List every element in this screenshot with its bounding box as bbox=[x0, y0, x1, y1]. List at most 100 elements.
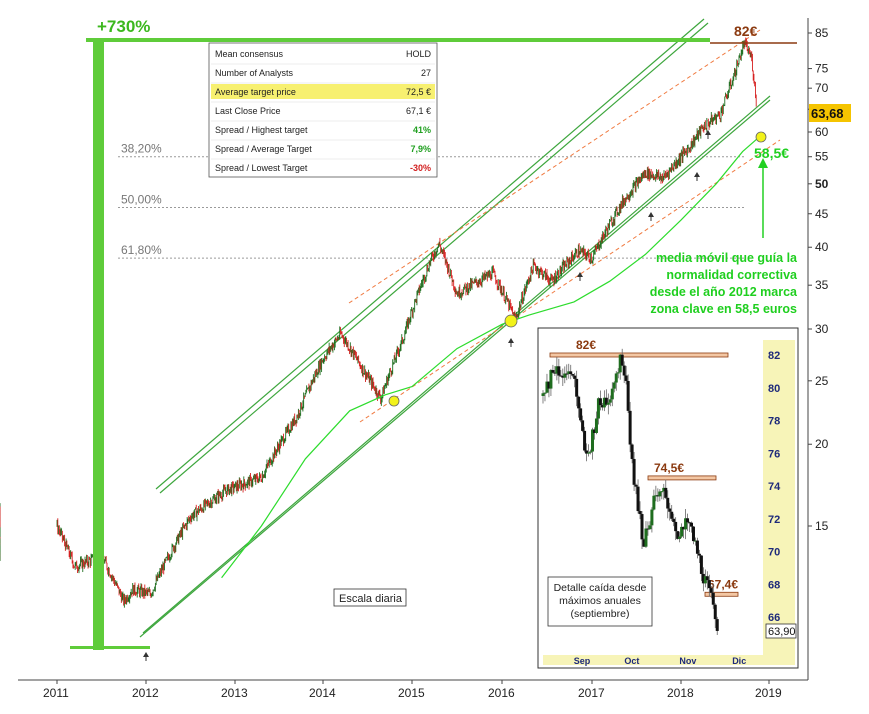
fib-level-label: 61,80% bbox=[121, 243, 162, 257]
inset-candle-body bbox=[668, 508, 672, 512]
price-tick-label: 55 bbox=[815, 150, 829, 164]
inset-level-line bbox=[647, 475, 717, 481]
inset-month-tick: Sep bbox=[574, 656, 591, 666]
inset-candle-body bbox=[644, 528, 648, 547]
inset-candle-body bbox=[690, 522, 693, 527]
table-row-label: Spread / Lowest Target bbox=[215, 163, 308, 173]
channel-line bbox=[155, 18, 705, 490]
inset-month-tick: Nov bbox=[679, 656, 696, 666]
inset-candle-body bbox=[711, 592, 715, 605]
annotation-line: desde el año 2012 marca bbox=[650, 285, 798, 299]
price-candles bbox=[0, 37, 757, 608]
table-row-value: -30% bbox=[410, 163, 431, 173]
inset-candle-body bbox=[640, 514, 644, 540]
inset-level-label: 67,4€ bbox=[708, 577, 738, 591]
inset-candle-body bbox=[561, 375, 565, 378]
inset-candle-body bbox=[583, 430, 587, 451]
pivot-arrow-icon bbox=[648, 212, 654, 217]
inset-candle-body bbox=[630, 444, 634, 459]
inset-note-line: (septiembre) bbox=[571, 608, 630, 620]
price-tick-label: 60 bbox=[815, 125, 829, 139]
inset-candle-body bbox=[709, 588, 713, 593]
inset-candle-body bbox=[701, 573, 705, 584]
inset-candle-body bbox=[638, 511, 642, 515]
last-price-label: 63,68 bbox=[811, 106, 844, 121]
inset-candle-body bbox=[589, 451, 593, 453]
pivot-arrow-icon bbox=[577, 272, 583, 277]
table-row-value: 41% bbox=[413, 125, 431, 135]
time-axis: 2011 2012 2013 2014 2015 2016 2017 2018 2019 bbox=[43, 680, 782, 700]
inset-candle-body bbox=[622, 365, 626, 376]
inset-candle-body bbox=[604, 397, 608, 405]
price-axis: 8575706560555045403530252015 bbox=[808, 26, 829, 533]
gain-line-top bbox=[86, 38, 710, 42]
scale-label: Escala diaria bbox=[339, 593, 403, 605]
inset-candle-body bbox=[642, 539, 646, 547]
table-row-value: HOLD bbox=[406, 49, 432, 59]
inset-candle-body bbox=[585, 450, 589, 454]
inset-price-tick: 70 bbox=[768, 547, 780, 559]
inset-candle-body bbox=[618, 354, 622, 373]
inset-candle-body bbox=[598, 398, 602, 406]
inset-candle-body bbox=[703, 576, 707, 584]
price-tick-label: 70 bbox=[815, 81, 829, 95]
inset-candle-body bbox=[612, 382, 616, 389]
inset-chart: 82 80 78 76 74 72 70 68 66 Sep Oct Nov Dic 82€ 74,5€ 67… bbox=[537, 327, 799, 669]
inset-candle-body bbox=[699, 555, 703, 574]
inset-candle-body bbox=[606, 402, 610, 405]
inset-candle-body bbox=[670, 511, 674, 519]
inset-candle-body bbox=[674, 521, 678, 532]
inset-candle-body bbox=[587, 452, 591, 454]
inset-note-line: máximos anuales bbox=[559, 595, 641, 607]
inset-candle-body bbox=[652, 495, 656, 510]
annotation-line: media móvil que guía la bbox=[656, 251, 798, 265]
table-row-label: Number of Analysts bbox=[215, 68, 294, 78]
inset-candle-body bbox=[567, 371, 571, 374]
inset-level-line bbox=[704, 591, 739, 597]
inset-candle-body bbox=[672, 518, 676, 522]
inset-price-tick: 76 bbox=[768, 448, 780, 460]
inset-candle-body bbox=[555, 366, 559, 374]
pivot-arrow-icon bbox=[143, 652, 149, 657]
price-tick-label: 25 bbox=[815, 374, 829, 388]
inset-candle-body bbox=[628, 410, 632, 445]
channel-mid-line bbox=[348, 29, 761, 304]
inset-candle-body bbox=[602, 397, 606, 408]
inset-price-tick: 82 bbox=[768, 350, 780, 362]
price-tick-label: 85 bbox=[815, 26, 829, 40]
pivot-arrow-icon bbox=[705, 130, 711, 135]
table-row-label: Mean consensus bbox=[215, 49, 284, 59]
ma-value-label: 58,5€ bbox=[754, 145, 789, 161]
table-row-value: 67,1 € bbox=[406, 106, 431, 116]
inset-candle-body bbox=[600, 405, 604, 408]
inset-candle-body bbox=[650, 509, 654, 526]
inset-candle-body bbox=[691, 526, 695, 542]
fib-level-label: 50,00% bbox=[121, 193, 162, 207]
inset-level-label: 74,5€ bbox=[654, 461, 684, 475]
inset-price-tick: 78 bbox=[768, 416, 780, 428]
channel-mid-line bbox=[359, 139, 781, 423]
inset-candle-body bbox=[594, 418, 598, 433]
inset-candle-body bbox=[557, 366, 561, 376]
inset-candle-body bbox=[695, 540, 699, 554]
price-tick-label: 15 bbox=[815, 519, 829, 533]
inset-candle-body bbox=[579, 408, 583, 421]
price-tick-label: 30 bbox=[815, 322, 829, 336]
inset-candle-body bbox=[654, 495, 658, 497]
inset-candle-body bbox=[664, 487, 668, 498]
inset-price-tick: 72 bbox=[768, 514, 780, 526]
inset-candle-body bbox=[666, 497, 670, 509]
table-row-label: Spread / Average Target bbox=[215, 144, 312, 154]
price-tick-label: 20 bbox=[815, 437, 829, 451]
inset-candle-body bbox=[705, 576, 709, 581]
inset-candle-body bbox=[686, 518, 690, 523]
inset-candle-body bbox=[713, 604, 717, 620]
inset-candle-body bbox=[676, 531, 680, 539]
inset-candle-body bbox=[660, 491, 664, 493]
last-price-box bbox=[809, 104, 851, 122]
inset-candle-body bbox=[697, 553, 701, 556]
pivot-arrow-icon bbox=[694, 172, 700, 177]
inset-candle-body bbox=[715, 619, 719, 631]
gain-bar-vertical bbox=[93, 38, 104, 650]
